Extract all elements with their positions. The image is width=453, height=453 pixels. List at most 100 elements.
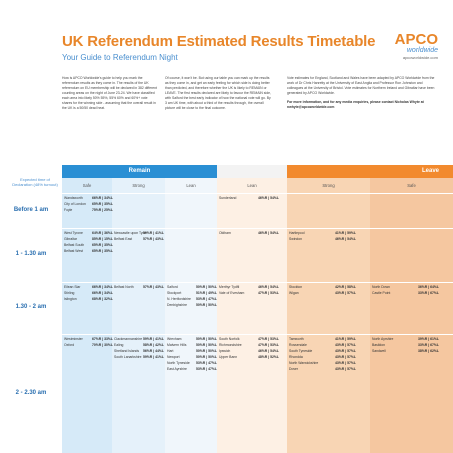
area-entry: South Norfolk 47%R | 53%L [219, 337, 286, 342]
band-label: Strong [287, 178, 370, 193]
area-name: Eilean Siar [64, 285, 81, 289]
area-name: Stirling [64, 291, 75, 295]
area-name: Rhondda [289, 355, 303, 359]
area-entry: Hartlepool 41%R | 59%L [289, 231, 369, 236]
area-name: Wrexham [167, 337, 182, 341]
remain-header: Remain [62, 165, 217, 178]
area-entry: Stockport 51%R | 49%L [167, 291, 217, 296]
area-name: Westminster [64, 337, 83, 341]
area-name: Belfast North [114, 285, 134, 289]
area-name: Salford [167, 285, 178, 289]
area-vote-share: 53%R | 47%L [196, 361, 217, 365]
area-entry: Gibraltar 85%R | 15%L [64, 237, 113, 242]
logo-main: APCO [394, 31, 438, 48]
area-entry: Richmondshire 47%R | 53%L [219, 343, 286, 348]
area-name: Foyle [64, 208, 73, 212]
area-name: Clackmannanshire [114, 337, 143, 341]
area-vote-share: 85%R | 15%L [92, 237, 113, 241]
area-entry: Shetland Islands 56%R | 44%L [114, 349, 164, 354]
area-vote-share: 65%R | 35%L [92, 202, 113, 206]
header-gap [217, 165, 287, 178]
band-column [370, 193, 453, 453]
area-entry: Oldham 46%R | 54%L [219, 231, 286, 236]
area-vote-share: 48%R | 52%L [258, 355, 279, 359]
area-vote-share: 50%R | 50%L [196, 349, 217, 353]
area-vote-share: 66%R | 34%L [92, 196, 113, 200]
area-vote-share: 65%R | 35%L [92, 249, 113, 253]
area-vote-share: 51%R | 49%L [196, 291, 217, 295]
area-name: West Tyrone [64, 231, 83, 235]
area-name: Newport [167, 355, 180, 359]
area-entry: City of London 65%R | 35%L [64, 202, 113, 207]
area-entry: Salford 50%R | 50%L [167, 285, 217, 290]
area-entry: Rhondda 43%R | 57%L [289, 355, 369, 360]
area-entry: Tamworth 41%R | 59%L [289, 337, 369, 342]
area-vote-share: 50%R | 50%L [196, 355, 217, 359]
area-entry: Hart 50%R | 50%L [167, 349, 217, 354]
area-entry: Sunderland 46%R | 54%L [219, 196, 286, 201]
row-separator [62, 228, 453, 229]
area-vote-share: 66%R | 34%L [92, 291, 113, 295]
area-vote-share: 56%R | 44%L [143, 349, 164, 353]
area-vote-share: 33%R | 67%L [418, 291, 439, 295]
intro-column-2: Of course, it won't be. But using our ta… [165, 76, 271, 110]
area-name: Rossendale [289, 343, 307, 347]
area-vote-share: 50%R | 50%L [196, 337, 217, 341]
area-name: Oldham [219, 231, 231, 235]
declaration-time: Before 1 am [13, 206, 49, 213]
band-label: Safe [62, 178, 112, 193]
area-name: Stockport [167, 291, 182, 295]
area-entry: North Tyneside 53%R | 47%L [167, 361, 217, 366]
area-vote-share: 41%R | 59%L [335, 337, 356, 341]
area-entry: East Ayrshire 53%R | 47%L [167, 367, 217, 372]
area-vote-share: 43%R | 57%L [335, 355, 356, 359]
area-vote-share: 43%R | 57%L [335, 291, 356, 295]
area-vote-share: 68%R | 32%L [92, 297, 113, 301]
area-vote-share: 75%R | 25%L [92, 208, 113, 212]
area-entry: Merthyr Tydfil 46%R | 54%L [219, 285, 286, 290]
area-entry: Upper Bann 48%R | 52%L [219, 355, 286, 360]
area-vote-share: 47%R | 53%L [258, 343, 279, 347]
band-column [287, 193, 370, 453]
area-name: North Tyneside [167, 361, 190, 365]
area-name: Dover [289, 367, 299, 371]
area-name: Basildon [372, 343, 386, 347]
area-entry: Stockton 42%R | 58%L [289, 285, 369, 290]
area-entry: Ealing 58%R | 42%L [114, 343, 164, 348]
row-separator [62, 193, 453, 194]
area-name: Merthyr Tydfil [219, 285, 240, 289]
area-name: Tamworth [289, 337, 304, 341]
area-entry: Belfast North 57%R | 43%L [114, 285, 164, 290]
area-entry: Newcastle upon Tyne 59%R | 41%L [114, 231, 164, 236]
area-entry: South Lanarkshire 59%R | 41%L [114, 355, 164, 360]
area-vote-share: 50%R | 50%L [196, 285, 217, 289]
area-entry: Westminster 67%R | 33%L [64, 337, 113, 342]
area-name: Shetland Islands [114, 349, 140, 353]
area-name: Castle Point [372, 291, 391, 295]
area-entry: Dover 43%R | 57%L [289, 367, 369, 372]
area-name: Upper Bann [219, 355, 238, 359]
area-name: Swindon [289, 237, 303, 241]
area-name: Newcastle upon Tyne [114, 231, 147, 235]
area-vote-share: 67%R | 33%L [92, 337, 113, 341]
area-entry: North Warwickshire 43%R | 57%L [289, 361, 369, 366]
turnout-label: Expected time of Declaration (48% turnou… [12, 177, 58, 187]
area-vote-share: 47%R | 53%L [258, 337, 279, 341]
area-vote-share: 38%R | 62%L [418, 349, 439, 353]
area-name: Sunderland [219, 196, 237, 200]
area-entry: Malvern Hills 50%R | 50%L [167, 343, 217, 348]
area-name: Gibraltar [64, 237, 78, 241]
declaration-time: 1 - 1.30 am [15, 251, 47, 257]
area-name: Wigan [289, 291, 299, 295]
area-vote-share: 70%R | 30%L [92, 343, 113, 347]
band-column [62, 193, 112, 453]
area-name: South Tyneside [289, 349, 313, 353]
area-name: Wandsworth [64, 196, 83, 200]
area-vote-share: 50%R | 50%L [196, 303, 217, 307]
area-vote-share: 36%R | 64%L [418, 285, 439, 289]
area-entry: Castle Point 33%R | 67%L [372, 291, 452, 296]
area-entry: Swindon 46%R | 54%L [289, 237, 369, 242]
area-entry: South Tyneside 43%R | 57%L [289, 349, 369, 354]
area-vote-share: 46%R | 54%L [335, 237, 356, 241]
area-vote-share: 43%R | 57%L [335, 361, 356, 365]
